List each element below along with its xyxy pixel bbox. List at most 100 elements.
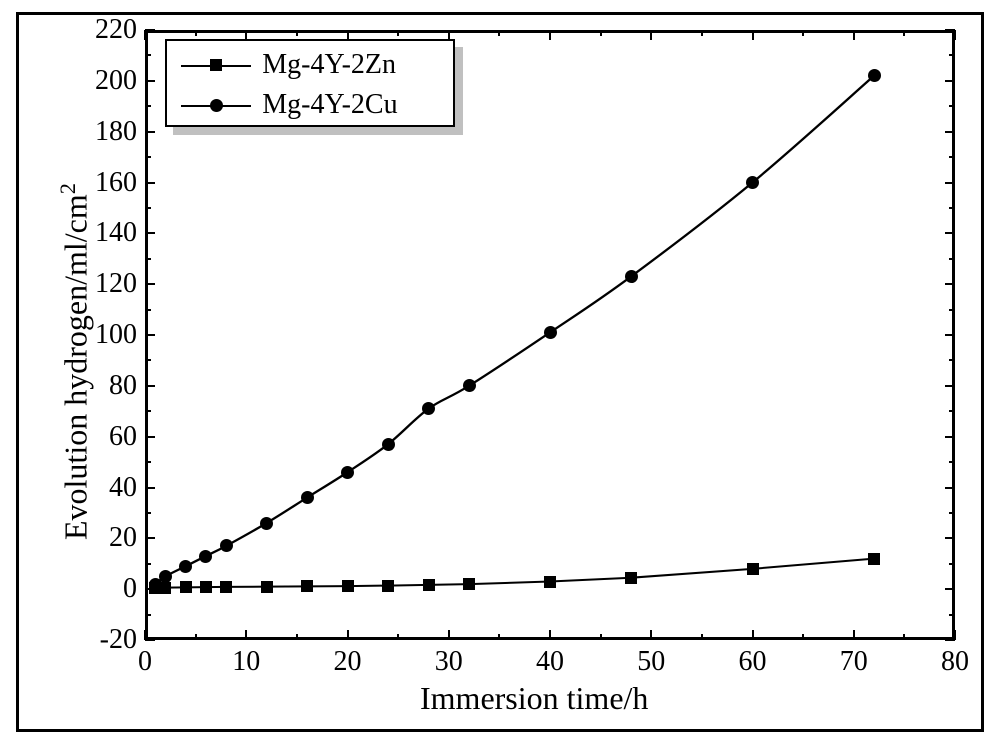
x-tick-label: 50 — [626, 646, 676, 678]
series-marker — [301, 580, 313, 592]
y-tick-minor — [145, 410, 151, 412]
y-tick-label: 0 — [123, 573, 137, 605]
legend-face: Mg-4Y-2Zn Mg-4Y-2Cu — [165, 39, 455, 127]
y-tick-minor — [145, 309, 151, 311]
x-tick-major-top — [954, 30, 956, 40]
y-tick-major-right — [945, 29, 955, 31]
series-marker — [747, 563, 759, 575]
x-tick-minor — [701, 634, 703, 640]
y-tick-minor — [145, 461, 151, 463]
y-tick-minor-right — [949, 258, 955, 260]
x-tick-label: 70 — [829, 646, 879, 678]
series-marker — [342, 580, 354, 592]
series-marker — [463, 379, 476, 392]
x-tick-major-top — [752, 30, 754, 40]
y-tick-minor — [145, 359, 151, 361]
series-marker — [746, 176, 759, 189]
y-tick-major-right — [945, 131, 955, 133]
series-marker — [260, 517, 273, 530]
y-tick-minor — [145, 258, 151, 260]
series-marker — [868, 553, 880, 565]
y-tick-major-right — [945, 588, 955, 590]
y-tick-minor-right — [949, 359, 955, 361]
series-marker — [625, 270, 638, 283]
y-tick-minor-right — [949, 410, 955, 412]
y-tick-minor — [145, 563, 151, 565]
legend-marker-circle — [210, 99, 223, 112]
x-tick-label: 60 — [728, 646, 778, 678]
x-tick-major — [347, 630, 349, 640]
x-tick-minor — [600, 634, 602, 640]
y-tick-label: 180 — [95, 116, 137, 148]
series-marker — [341, 466, 354, 479]
x-tick-major-top — [549, 30, 551, 40]
series-marker — [463, 578, 475, 590]
x-tick-minor — [195, 634, 197, 640]
series-marker — [625, 572, 637, 584]
x-tick-major — [752, 630, 754, 640]
series-marker — [382, 438, 395, 451]
y-tick-minor — [145, 156, 151, 158]
series-line — [155, 76, 874, 584]
x-tick-major-top — [853, 30, 855, 40]
legend-label: Mg-4Y-2Zn — [262, 49, 396, 81]
y-tick-label: -20 — [100, 624, 137, 656]
legend-label: Mg-4Y-2Cu — [262, 89, 397, 121]
y-tick-major — [145, 639, 155, 641]
y-tick-minor — [145, 105, 151, 107]
y-tick-major-right — [945, 436, 955, 438]
x-tick-major — [650, 630, 652, 640]
y-tick-major — [145, 487, 155, 489]
y-tick-minor — [145, 614, 151, 616]
x-tick-minor-top — [397, 30, 399, 36]
legend-marker-square — [210, 59, 222, 71]
x-axis-label: Immersion time/h — [420, 680, 648, 717]
x-tick-minor — [296, 634, 298, 640]
x-tick-minor-top — [195, 30, 197, 36]
x-tick-minor-top — [296, 30, 298, 36]
series-marker — [868, 69, 881, 82]
series-lines — [0, 0, 1000, 744]
y-tick-major-right — [945, 639, 955, 641]
x-tick-label: 20 — [323, 646, 373, 678]
series-marker — [423, 579, 435, 591]
y-tick-label: 200 — [95, 65, 137, 97]
y-tick-major — [145, 29, 155, 31]
y-tick-major-right — [945, 80, 955, 82]
x-tick-minor-top — [701, 30, 703, 36]
series-marker — [261, 581, 273, 593]
y-tick-minor-right — [949, 563, 955, 565]
series-marker — [220, 539, 233, 552]
series-marker — [301, 491, 314, 504]
y-tick-major — [145, 80, 155, 82]
y-tick-major — [145, 385, 155, 387]
series-marker — [544, 576, 556, 588]
y-tick-minor-right — [949, 309, 955, 311]
x-tick-major — [549, 630, 551, 640]
x-tick-label: 80 — [930, 646, 980, 678]
x-tick-major-top — [245, 30, 247, 40]
y-tick-major — [145, 283, 155, 285]
x-tick-label: 30 — [424, 646, 474, 678]
y-tick-label: 100 — [95, 319, 137, 351]
y-tick-minor-right — [949, 207, 955, 209]
x-tick-minor — [498, 634, 500, 640]
y-tick-major — [145, 334, 155, 336]
y-tick-minor-right — [949, 54, 955, 56]
y-tick-label: 160 — [95, 167, 137, 199]
chart-figure: Mg-4Y-2Zn Mg-4Y-2Cu Immersion time/h Evol… — [0, 0, 1000, 744]
y-axis-label: Evolution hydrogen/ml/cm2 — [55, 183, 95, 540]
series-marker — [199, 550, 212, 563]
x-tick-major — [448, 630, 450, 640]
y-tick-major-right — [945, 283, 955, 285]
x-tick-major-top — [650, 30, 652, 40]
x-tick-major-top — [448, 30, 450, 40]
x-tick-major-top — [347, 30, 349, 40]
y-tick-label: 40 — [109, 472, 137, 504]
y-tick-major-right — [945, 334, 955, 336]
y-tick-minor — [145, 207, 151, 209]
series-marker — [382, 580, 394, 592]
y-tick-major — [145, 436, 155, 438]
x-tick-minor-top — [600, 30, 602, 36]
y-tick-major-right — [945, 487, 955, 489]
